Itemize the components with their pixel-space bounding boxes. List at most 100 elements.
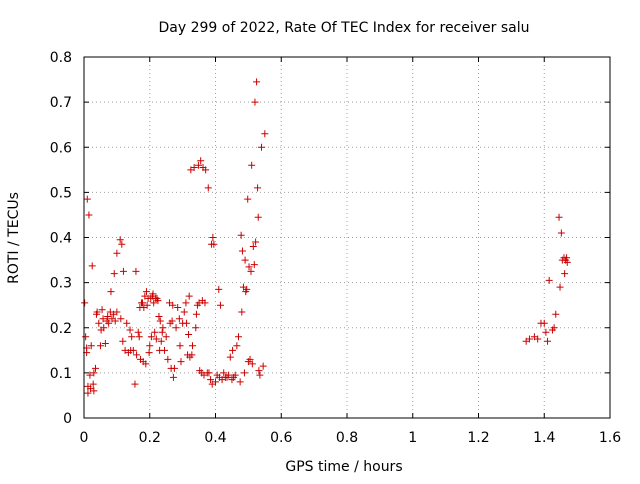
x-tick-label: 1.2 xyxy=(467,430,489,446)
data-point xyxy=(96,342,104,350)
data-point xyxy=(100,324,108,332)
data-point xyxy=(133,351,141,359)
data-point xyxy=(202,166,210,174)
data-point xyxy=(231,371,239,379)
data-point xyxy=(154,297,162,305)
data-point xyxy=(150,299,158,307)
data-point xyxy=(169,373,177,381)
data-point xyxy=(93,308,101,316)
data-point xyxy=(226,353,234,361)
data-point xyxy=(119,267,127,275)
data-point xyxy=(225,371,233,379)
x-tick-label: 0.8 xyxy=(336,430,358,446)
data-point xyxy=(149,290,157,298)
data-point xyxy=(245,263,253,271)
data-point xyxy=(95,319,103,327)
data-point xyxy=(132,267,140,275)
data-point xyxy=(243,285,251,293)
data-point xyxy=(204,184,212,192)
data-point xyxy=(235,333,243,341)
data-point xyxy=(159,324,167,332)
data-point xyxy=(247,267,255,275)
data-point xyxy=(145,349,153,357)
data-point xyxy=(177,358,185,366)
data-point xyxy=(215,285,223,293)
data-point xyxy=(201,299,209,307)
data-point xyxy=(244,195,252,203)
data-point xyxy=(164,355,172,363)
data-point xyxy=(185,292,193,300)
data-point xyxy=(104,312,112,320)
data-point xyxy=(261,130,269,138)
data-point xyxy=(252,238,260,246)
data-point xyxy=(129,346,137,354)
data-point xyxy=(525,335,533,343)
data-point xyxy=(90,387,98,395)
data-point xyxy=(542,328,550,336)
data-point xyxy=(194,161,202,169)
data-point xyxy=(540,319,548,327)
data-point xyxy=(143,301,151,309)
data-point xyxy=(151,328,159,336)
data-point xyxy=(175,315,183,323)
data-point xyxy=(209,234,217,241)
data-point xyxy=(135,333,143,341)
data-point xyxy=(126,326,134,334)
data-point xyxy=(182,299,190,307)
data-point xyxy=(147,333,155,341)
data-point xyxy=(113,249,121,257)
x-tick-label: 1.6 xyxy=(599,430,621,446)
grid-layer xyxy=(84,57,610,418)
data-point xyxy=(188,351,196,359)
data-point xyxy=(83,195,91,203)
points-layer xyxy=(81,78,571,397)
x-axis-label: GPS time / hours xyxy=(285,459,402,475)
x-tick-label: 1.4 xyxy=(533,430,555,446)
data-point xyxy=(86,371,94,379)
data-point xyxy=(169,301,177,309)
data-point xyxy=(237,231,245,239)
data-point xyxy=(254,213,262,221)
data-point xyxy=(111,317,119,325)
data-point xyxy=(158,328,166,336)
data-point xyxy=(555,213,563,221)
data-point xyxy=(220,369,228,377)
data-point xyxy=(216,301,224,309)
data-point xyxy=(254,184,262,192)
data-point xyxy=(118,240,126,248)
data-point xyxy=(92,364,100,372)
data-point xyxy=(563,254,571,262)
data-point xyxy=(170,364,178,372)
data-point xyxy=(172,324,180,332)
data-point xyxy=(82,333,90,341)
y-tick-label: 0.6 xyxy=(50,140,72,156)
data-point xyxy=(89,380,97,388)
data-point xyxy=(81,299,89,307)
data-point xyxy=(156,317,164,325)
data-point xyxy=(161,346,169,354)
data-point xyxy=(84,389,92,397)
data-point xyxy=(238,308,246,316)
tick-layer: 0 0.2 0.4 0.6 0.8 1 1.2 1.4 1.6 0 0.1 0.2 0.3 0.4 0.5 0… xyxy=(50,50,621,446)
data-point xyxy=(192,324,200,332)
data-point xyxy=(197,157,205,165)
data-point xyxy=(229,346,237,354)
data-point xyxy=(131,380,139,388)
data-point xyxy=(99,315,107,323)
data-point xyxy=(556,283,564,291)
y-axis-label: ROTI / TECUs xyxy=(6,192,22,284)
data-point xyxy=(119,337,127,345)
data-point xyxy=(240,369,248,377)
data-point xyxy=(249,243,257,251)
data-point xyxy=(142,288,150,296)
data-point xyxy=(251,98,259,106)
y-tick-label: 0.1 xyxy=(50,366,72,382)
data-point xyxy=(550,324,558,332)
data-point xyxy=(207,376,215,384)
data-point xyxy=(155,312,163,320)
data-point xyxy=(185,331,193,339)
data-point xyxy=(255,367,263,375)
plot-frame xyxy=(83,56,611,419)
data-point xyxy=(123,319,131,327)
